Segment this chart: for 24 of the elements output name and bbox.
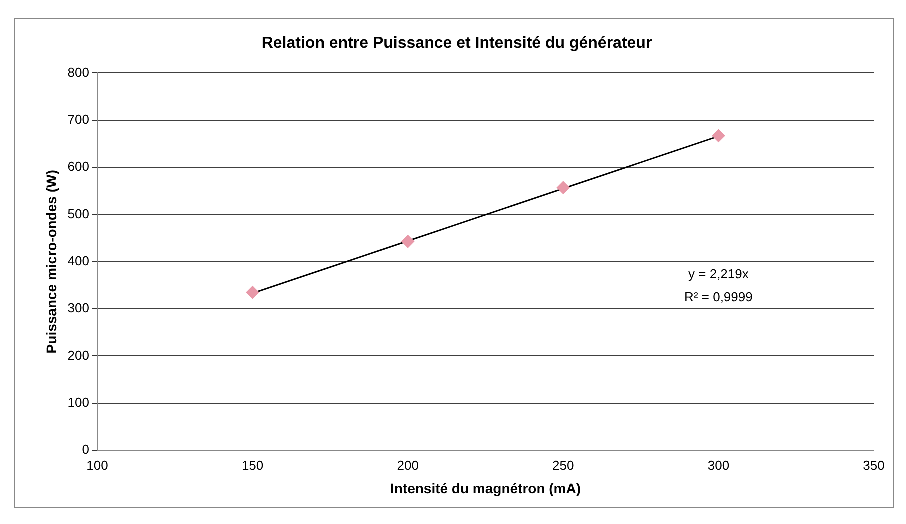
x-tick-label: 350: [863, 458, 885, 473]
annotation: R² = 0,9999: [684, 289, 753, 304]
point: [556, 181, 570, 194]
y-tick-label: 200: [68, 348, 90, 363]
y-tick-label: 0: [82, 442, 90, 458]
y-tick-label: 100: [68, 395, 90, 410]
x-tick-label: 250: [552, 458, 574, 473]
x-axis-title: Intensité du magnétron (mA): [390, 480, 582, 496]
y-tick-label: 700: [68, 112, 90, 127]
chart-title: Relation entre Puissance et Intensité du générateur: [262, 35, 652, 52]
point: [712, 129, 726, 142]
y-axis-title: Puissance micro-ondes (W): [43, 170, 60, 354]
x-tick-label: 300: [708, 458, 730, 473]
x-tick-label: 150: [242, 458, 264, 473]
y-tick-label: 500: [68, 206, 90, 222]
y-tick-label: 600: [68, 159, 90, 174]
x-tick-label: 200: [397, 458, 419, 473]
point: [402, 235, 415, 248]
y-tick-label: 400: [68, 253, 90, 268]
y-tick-label: 800: [68, 64, 90, 80]
annotation: y = 2,219x: [688, 266, 750, 282]
point: [246, 286, 260, 300]
y-tick-label: 300: [68, 300, 90, 316]
x-tick-label: 100: [86, 458, 108, 473]
